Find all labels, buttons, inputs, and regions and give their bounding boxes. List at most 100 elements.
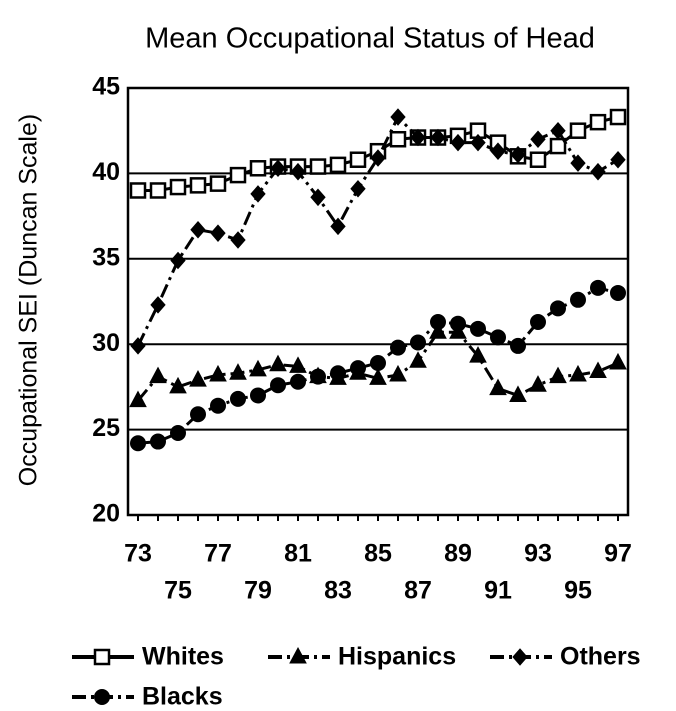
point bbox=[269, 354, 287, 372]
point bbox=[230, 390, 246, 407]
point bbox=[130, 337, 146, 355]
point bbox=[490, 142, 506, 160]
point bbox=[349, 151, 367, 168]
point bbox=[249, 359, 267, 377]
point bbox=[470, 133, 486, 152]
point bbox=[570, 291, 586, 308]
point bbox=[149, 366, 167, 384]
y-tick-label: 25 bbox=[92, 414, 120, 442]
point bbox=[589, 361, 607, 379]
point bbox=[370, 149, 386, 167]
point bbox=[390, 339, 406, 356]
legend-label: Whites bbox=[142, 643, 224, 671]
legend-marker bbox=[93, 648, 111, 666]
point bbox=[509, 385, 527, 402]
point bbox=[350, 360, 366, 377]
point bbox=[430, 128, 446, 147]
point bbox=[350, 180, 366, 198]
point bbox=[489, 378, 507, 396]
point bbox=[590, 162, 606, 181]
point bbox=[230, 231, 246, 249]
point bbox=[270, 159, 286, 178]
point bbox=[170, 425, 186, 442]
point bbox=[529, 375, 547, 392]
x-tick-label: 89 bbox=[444, 540, 472, 568]
point bbox=[330, 217, 346, 236]
y-tick-label: 35 bbox=[92, 243, 120, 271]
point bbox=[309, 158, 327, 175]
point bbox=[370, 354, 386, 371]
x-tick-label: 85 bbox=[364, 540, 392, 568]
point bbox=[129, 182, 147, 199]
point bbox=[229, 166, 247, 184]
point bbox=[209, 364, 227, 382]
chart-title: Mean Occupational Status of Head bbox=[145, 23, 595, 55]
point bbox=[470, 320, 486, 337]
point bbox=[189, 177, 207, 194]
point bbox=[210, 397, 226, 414]
point bbox=[150, 433, 166, 450]
point bbox=[150, 296, 166, 314]
point bbox=[270, 377, 286, 394]
legend-marker bbox=[94, 689, 110, 705]
point bbox=[589, 113, 607, 131]
point bbox=[510, 145, 526, 164]
point bbox=[289, 356, 307, 373]
x-tick-label: 83 bbox=[324, 577, 352, 605]
point bbox=[210, 224, 226, 242]
x-tick-label: 91 bbox=[484, 577, 512, 605]
point bbox=[390, 108, 406, 126]
x-tick-label: 75 bbox=[164, 577, 192, 605]
point bbox=[450, 315, 466, 332]
point bbox=[290, 162, 306, 181]
point bbox=[169, 178, 187, 196]
point bbox=[569, 364, 587, 382]
point bbox=[570, 154, 586, 172]
point bbox=[610, 150, 626, 169]
x-tick-label: 95 bbox=[564, 577, 592, 605]
point bbox=[149, 182, 167, 199]
point bbox=[170, 251, 186, 270]
point bbox=[510, 337, 526, 354]
y-tick-label: 20 bbox=[92, 500, 120, 528]
point bbox=[469, 346, 487, 363]
y-axis-label: Occupational SEI (Duncan Scale) bbox=[15, 114, 43, 486]
point bbox=[530, 130, 546, 148]
point bbox=[330, 365, 346, 382]
y-tick-label: 45 bbox=[92, 73, 120, 101]
point bbox=[250, 387, 266, 404]
y-tick-label: 30 bbox=[92, 329, 120, 357]
point bbox=[229, 363, 247, 380]
y-tick-label: 40 bbox=[92, 158, 120, 186]
point bbox=[190, 406, 206, 423]
point bbox=[169, 376, 187, 394]
point bbox=[329, 156, 347, 174]
point bbox=[550, 300, 566, 317]
point bbox=[310, 368, 326, 385]
point bbox=[189, 370, 207, 387]
point bbox=[529, 151, 547, 168]
point bbox=[609, 108, 627, 126]
point bbox=[409, 351, 427, 368]
point bbox=[549, 366, 567, 384]
point bbox=[290, 373, 306, 390]
point bbox=[249, 160, 267, 177]
legend-marker bbox=[512, 648, 528, 666]
point bbox=[429, 322, 447, 339]
point bbox=[410, 334, 426, 351]
point bbox=[590, 279, 606, 296]
point bbox=[389, 130, 407, 148]
point bbox=[450, 133, 466, 152]
x-tick-label: 81 bbox=[284, 540, 312, 568]
x-tick-label: 79 bbox=[244, 577, 272, 605]
point bbox=[610, 284, 626, 301]
point bbox=[190, 221, 206, 239]
point bbox=[310, 188, 326, 207]
x-tick-label: 93 bbox=[524, 540, 552, 568]
x-tick-label: 77 bbox=[204, 540, 232, 568]
x-tick-label: 97 bbox=[604, 540, 632, 568]
legend-label: Hispanics bbox=[338, 643, 456, 671]
point bbox=[209, 175, 227, 192]
point bbox=[569, 122, 587, 139]
